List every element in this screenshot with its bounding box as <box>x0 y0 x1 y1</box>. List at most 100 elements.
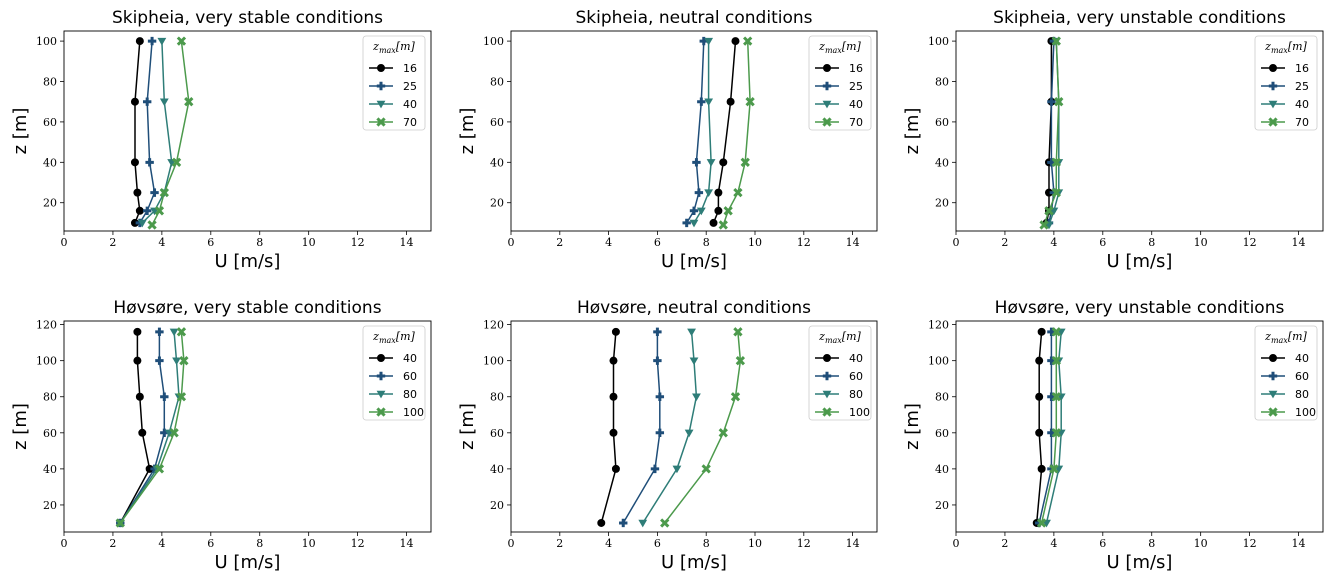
x-tick-label: 10 <box>1194 537 1208 550</box>
data-point-40 <box>689 219 699 228</box>
legend-label-100: 100 <box>849 406 870 419</box>
legend-label-100: 100 <box>1295 406 1316 419</box>
data-point-80 <box>638 519 648 528</box>
y-axis-label: z [m] <box>10 108 31 155</box>
x-axis-label: U [m/s] <box>1107 251 1173 272</box>
x-tick-label: 12 <box>1243 236 1257 249</box>
data-point-16 <box>130 97 139 106</box>
series-line-60 <box>119 331 166 524</box>
x-tick-label: 12 <box>797 236 811 249</box>
x-tick-label: 2 <box>109 236 116 249</box>
y-tick-label: 100 <box>36 35 57 48</box>
x-tick-label: 10 <box>748 537 762 550</box>
data-point-70 <box>171 157 182 167</box>
x-tick-label: 8 <box>1148 537 1155 550</box>
x-tick-label: 4 <box>605 236 612 249</box>
series-line-80 <box>642 331 698 524</box>
x-tick-label: 0 <box>61 537 68 550</box>
data-point-16 <box>714 188 723 197</box>
data-point-25 <box>150 188 159 197</box>
data-point-100 <box>733 327 743 337</box>
y-tick-label: 80 <box>43 76 57 89</box>
y-tick-label: 80 <box>43 391 57 404</box>
x-tick-label: 8 <box>703 236 710 249</box>
series-line-40 <box>119 331 151 524</box>
y-tick-label: 60 <box>490 116 504 129</box>
legend-marker-100 <box>822 407 832 417</box>
chart-title: Høvsøre, very unstable conditions <box>995 298 1285 318</box>
y-tick-label: 100 <box>928 355 949 368</box>
data-point-16 <box>135 37 144 46</box>
legend-label-16: 16 <box>1295 62 1309 75</box>
data-point-70 <box>718 220 728 230</box>
legend-box <box>1254 35 1318 131</box>
legend-marker-80 <box>1268 390 1278 399</box>
data-point-70 <box>154 206 165 216</box>
y-tick-label: 20 <box>935 499 949 512</box>
data-point-60 <box>650 464 660 474</box>
x-tick-label: 4 <box>1050 537 1057 550</box>
x-tick-label: 14 <box>1292 537 1306 550</box>
data-point-100 <box>1051 392 1061 402</box>
data-point-100 <box>1036 518 1047 528</box>
data-point-25 <box>682 218 691 228</box>
data-point-70 <box>159 187 169 198</box>
y-axis-label: z [m] <box>902 403 923 450</box>
series-line-40 <box>141 41 173 224</box>
data-point-100 <box>115 518 125 528</box>
series-line-80 <box>1045 331 1062 524</box>
series-line-25 <box>686 41 705 224</box>
data-point-40 <box>135 392 144 401</box>
axes-frame <box>510 320 878 533</box>
legend-label-40: 40 <box>849 98 863 111</box>
series-line-80 <box>119 331 180 524</box>
data-point-60 <box>655 428 665 438</box>
data-point-70 <box>1051 187 1061 198</box>
data-point-40 <box>157 37 167 46</box>
data-point-100 <box>179 356 189 366</box>
x-axis-label: U [m/s] <box>1107 552 1173 573</box>
chart-title: Skipheia, very stable conditions <box>112 8 383 28</box>
x-tick-label: 0 <box>953 537 960 550</box>
x-tick-label: 14 <box>1292 236 1306 249</box>
legend-marker-25 <box>822 81 832 91</box>
y-tick-label: 40 <box>43 463 57 476</box>
series-line-60 <box>622 331 661 524</box>
data-point-70 <box>733 187 743 198</box>
data-point-16 <box>130 158 139 167</box>
x-tick-label: 4 <box>605 537 612 550</box>
data-point-100 <box>154 464 165 474</box>
data-point-100 <box>701 464 711 474</box>
legend-label-60: 60 <box>849 370 863 383</box>
x-tick-label: 10 <box>302 236 316 249</box>
x-tick-label: 8 <box>256 537 263 550</box>
legend-marker-70 <box>376 117 386 127</box>
legend-label-70: 70 <box>1295 116 1309 129</box>
data-point-40 <box>611 327 620 336</box>
data-point-80 <box>672 465 682 474</box>
data-point-100 <box>1051 428 1061 438</box>
data-point-40 <box>704 189 714 198</box>
plot-area <box>130 36 194 230</box>
y-tick-label: 60 <box>935 116 949 129</box>
axes-frame <box>955 320 1324 533</box>
x-tick-label: 4 <box>158 537 165 550</box>
legend-marker-60 <box>1268 371 1278 381</box>
x-tick-label: 12 <box>1243 537 1257 550</box>
series-line-100 <box>1040 331 1058 524</box>
data-point-70 <box>176 36 187 46</box>
y-tick-label: 120 <box>928 319 949 332</box>
legend-label-80: 80 <box>403 388 417 401</box>
data-point-60 <box>155 356 164 365</box>
legend-box <box>808 325 872 421</box>
data-point-60 <box>1047 428 1056 438</box>
legend-marker-40 <box>823 353 832 362</box>
data-point-100 <box>176 327 187 337</box>
legend-marker-25 <box>376 81 386 91</box>
data-point-60 <box>155 327 164 337</box>
data-point-40 <box>704 37 714 46</box>
x-axis-label: U [m/s] <box>661 552 727 573</box>
data-point-70 <box>184 97 194 107</box>
legend: zmax[m] 40 60 80 100 <box>362 325 426 421</box>
